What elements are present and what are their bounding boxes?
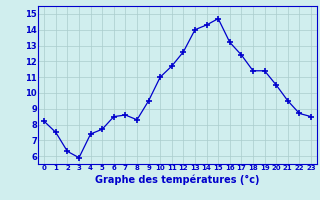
- X-axis label: Graphe des températures (°c): Graphe des températures (°c): [95, 174, 260, 185]
